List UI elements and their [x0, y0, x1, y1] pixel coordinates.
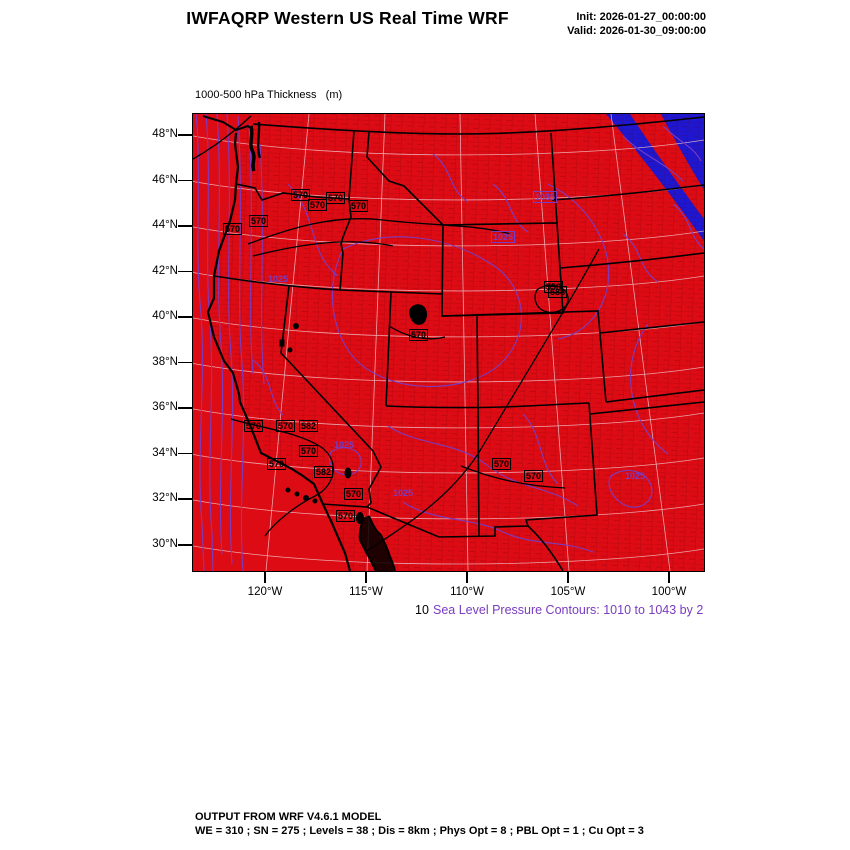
thickness-contour-label: 570	[291, 189, 311, 201]
thickness-contour-label: 570	[336, 510, 356, 522]
model-config-line: WE = 310 ; SN = 275 ; Levels = 38 ; Dis …	[195, 825, 644, 837]
init-time: Init: 2026-01-27_00:00:00	[576, 11, 706, 23]
state-borders	[213, 116, 704, 571]
lat-label-38n: 38°N	[152, 355, 178, 368]
slp-contour-label: 1025	[393, 488, 414, 498]
slp-contour-label: 1025	[625, 471, 646, 481]
lon-tick	[264, 571, 266, 583]
lon-label-110w: 110°W	[450, 586, 484, 598]
lat-tick	[178, 407, 192, 409]
thickness-contour-label: 570	[249, 215, 269, 227]
model-info-footer: OUTPUT FROM WRF V4.6.1 MODEL WE = 310 ; …	[195, 810, 644, 838]
lat-tick	[178, 498, 192, 500]
thickness-contour-label: 570	[276, 420, 296, 432]
slp-contours	[195, 114, 704, 571]
lon-label-120w: 120°W	[247, 586, 283, 598]
lat-label-30n: 30°N	[152, 538, 178, 550]
thickness-contour-label: 570	[349, 200, 369, 212]
legend-line-thickness-1: 1000-500 hPa Thickness (m)	[195, 89, 343, 102]
thickness-contour-label: 570	[492, 458, 512, 470]
lat-tick	[178, 179, 192, 182]
thickness-contour-label: 570	[326, 192, 346, 204]
valid-time: Valid: 2026-01-30_09:00:00	[567, 24, 706, 37]
lat-tick	[178, 544, 192, 546]
slp-contour-label: 1025	[491, 231, 516, 243]
lon-label-100w: 100°W	[651, 586, 687, 598]
slp-contour-label: 1025	[268, 274, 289, 284]
lon-tick	[567, 571, 569, 583]
lat-label-48n: 48°N	[152, 128, 178, 140]
lon-label-115w: 115°W	[349, 586, 383, 598]
thickness-contour-label: 558	[544, 281, 564, 293]
lat-label-34n: 34°N	[152, 446, 178, 459]
thickness-contour-label: 570	[299, 445, 319, 457]
lon-tick	[365, 571, 367, 583]
lat-label-40n: 40°N	[152, 310, 178, 322]
thickness-contour-label: 570	[308, 199, 328, 211]
thickness-contour-label: 570	[524, 470, 544, 482]
lat-label-32n: 32°N	[152, 492, 178, 504]
caption-overlap-text: 10	[415, 603, 429, 617]
lat-tick	[178, 270, 192, 273]
thickness-contour-label: 570	[244, 420, 264, 432]
thickness-contour-label: 582	[314, 466, 334, 478]
slp-contour-label: 1025	[334, 440, 355, 450]
lat-tick	[178, 134, 192, 136]
lon-tick	[466, 571, 468, 583]
thickness-contour-label: 588	[548, 286, 568, 298]
page-title: IWFAQRP Western US Real Time WRF	[186, 8, 509, 28]
lon-tick	[668, 571, 670, 583]
slp-contour-caption: Sea Level Pressure Contours: 1010 to 104…	[433, 603, 704, 617]
lat-tick	[178, 452, 192, 455]
lat-tick	[178, 225, 192, 227]
lat-label-36n: 36°N	[152, 401, 178, 413]
lat-label-44n: 44°N	[152, 219, 178, 231]
lat-label-46n: 46°N	[152, 173, 178, 186]
model-version-line: OUTPUT FROM WRF V4.6.1 MODEL	[195, 811, 382, 823]
run-times: Init: 2026-01-27_00:00:00 Valid: 2026-01…	[420, 11, 706, 38]
lat-label-42n: 42°N	[152, 264, 178, 277]
lat-tick	[178, 316, 192, 318]
water-bodies	[249, 121, 428, 571]
thickness-contours	[193, 115, 600, 553]
thickness-contour-label: 570	[267, 458, 287, 470]
lat-tick	[178, 361, 192, 364]
map-graphics	[193, 114, 704, 571]
map-plot-area: 570 570 570 570 570 570 558 588 570 570 …	[192, 113, 705, 572]
thickness-contour-label: 570	[223, 223, 243, 235]
lon-label-105w: 105°W	[550, 586, 586, 598]
thickness-contour-label: 570	[344, 488, 364, 500]
thickness-contour-label: 570	[409, 329, 429, 341]
thickness-contour-label: 582	[299, 420, 319, 432]
slp-contour-label: 1035	[533, 191, 558, 203]
